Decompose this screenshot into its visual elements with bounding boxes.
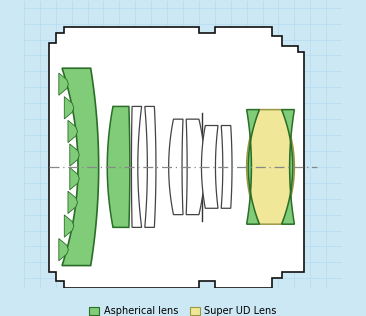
Polygon shape (70, 144, 79, 166)
Polygon shape (221, 125, 232, 208)
Polygon shape (64, 97, 74, 119)
Polygon shape (49, 27, 304, 288)
Polygon shape (131, 106, 142, 228)
Polygon shape (64, 215, 74, 237)
Polygon shape (247, 110, 294, 224)
Polygon shape (107, 106, 130, 228)
Polygon shape (62, 68, 99, 265)
Polygon shape (70, 167, 79, 190)
Polygon shape (68, 191, 78, 214)
Polygon shape (59, 73, 68, 95)
Polygon shape (59, 239, 68, 261)
Legend: Aspherical lens, Super UD Lens: Aspherical lens, Super UD Lens (85, 302, 281, 316)
Polygon shape (186, 119, 205, 215)
Polygon shape (68, 120, 78, 143)
Polygon shape (145, 106, 156, 228)
Polygon shape (169, 119, 183, 215)
Polygon shape (247, 110, 259, 224)
Polygon shape (201, 125, 218, 208)
Polygon shape (282, 110, 294, 224)
